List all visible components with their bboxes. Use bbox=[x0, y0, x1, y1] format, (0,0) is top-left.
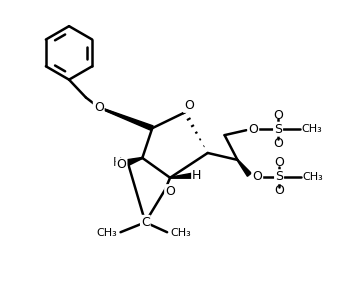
Text: H: H bbox=[113, 156, 122, 169]
Text: CH₃: CH₃ bbox=[303, 172, 323, 182]
Polygon shape bbox=[170, 173, 192, 178]
Text: O: O bbox=[165, 185, 175, 198]
Text: O: O bbox=[117, 158, 126, 171]
Text: H: H bbox=[192, 169, 202, 182]
Text: O: O bbox=[94, 101, 104, 114]
Text: S: S bbox=[275, 170, 283, 183]
Text: O: O bbox=[184, 99, 194, 112]
Text: CH₃: CH₃ bbox=[96, 228, 117, 238]
Text: CH₃: CH₃ bbox=[301, 124, 322, 134]
Text: O: O bbox=[273, 109, 283, 122]
Text: O: O bbox=[274, 156, 284, 169]
Polygon shape bbox=[122, 157, 142, 165]
Polygon shape bbox=[98, 107, 153, 131]
Polygon shape bbox=[99, 107, 153, 129]
Text: C: C bbox=[141, 216, 150, 229]
Text: CH₃: CH₃ bbox=[171, 228, 192, 238]
Text: O: O bbox=[274, 184, 284, 197]
Text: S: S bbox=[274, 123, 282, 136]
Text: O: O bbox=[273, 136, 283, 150]
Text: O: O bbox=[252, 170, 262, 183]
Text: O: O bbox=[248, 123, 258, 136]
Polygon shape bbox=[237, 160, 251, 176]
